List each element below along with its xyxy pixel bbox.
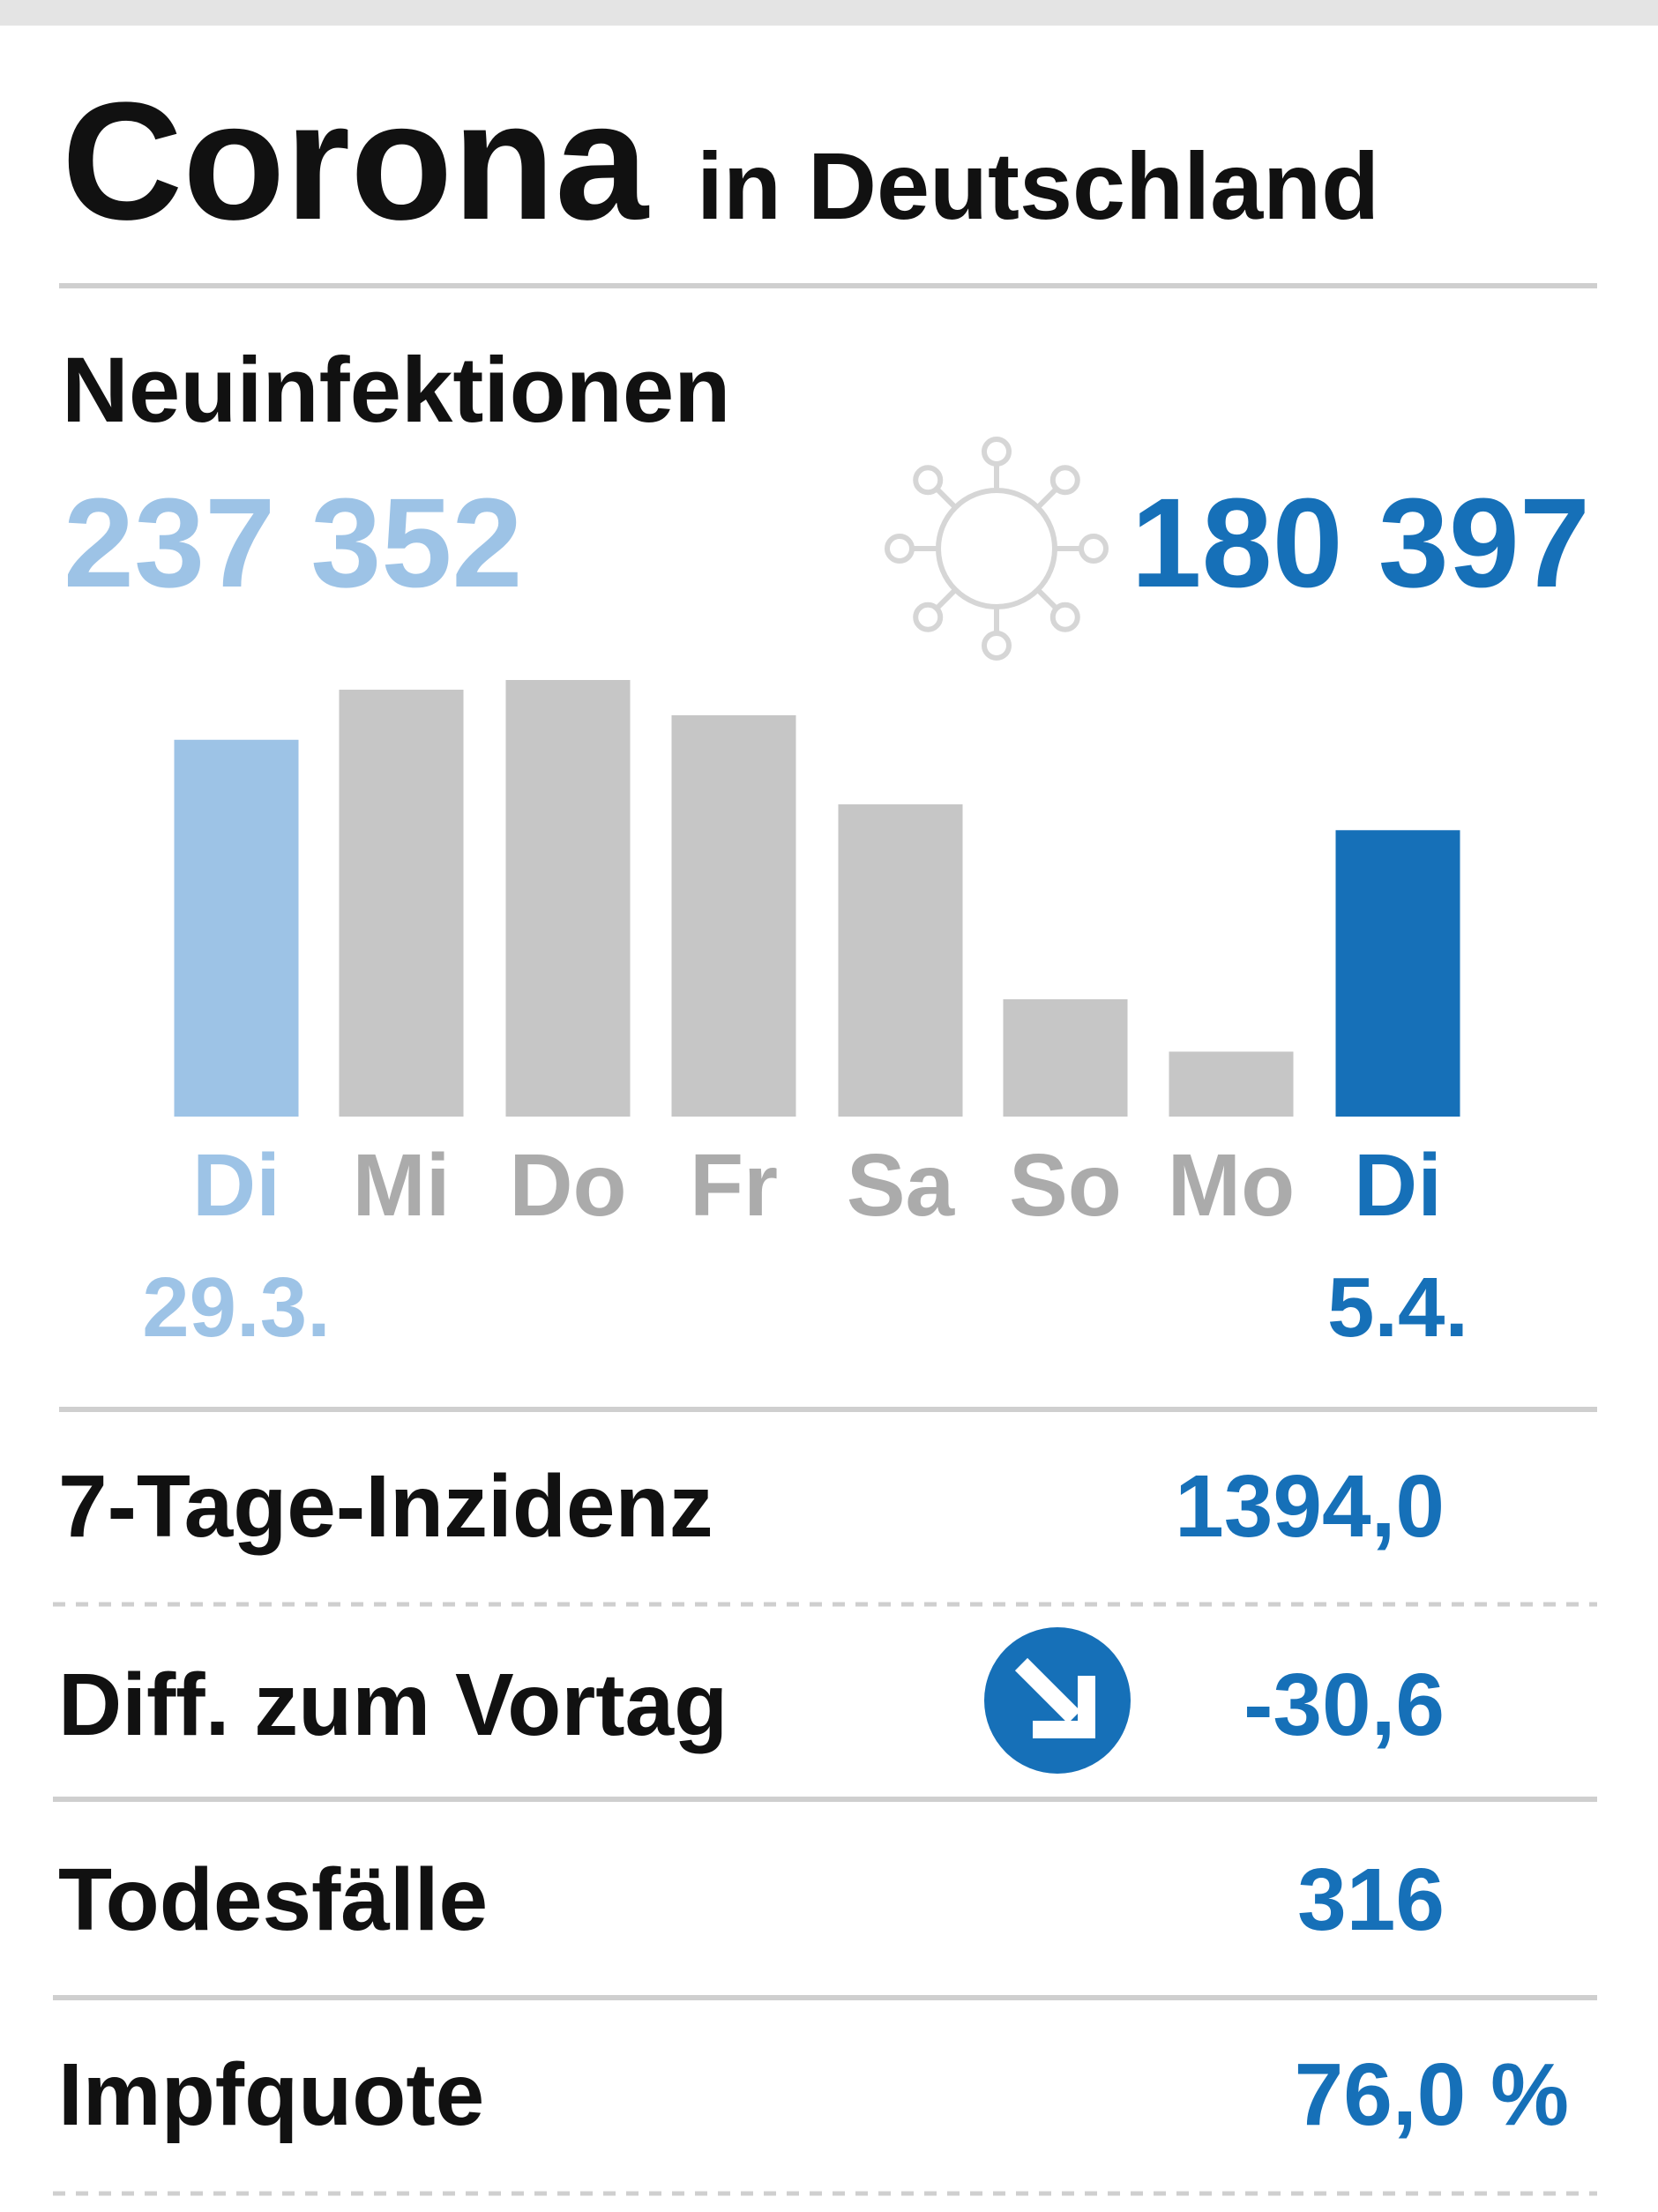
value-label: 180 397	[1131, 472, 1590, 614]
x-tick-label: Di	[1354, 1136, 1442, 1235]
x-tick-label: So	[1009, 1136, 1122, 1235]
spike-tip	[1049, 465, 1080, 496]
bar	[505, 680, 631, 1117]
stat-value: -30,6	[1244, 1655, 1445, 1754]
date-label: 29.3.	[142, 1260, 331, 1355]
spike	[1035, 587, 1059, 611]
bar	[174, 739, 299, 1117]
spike-tip	[913, 602, 944, 632]
chart-title: Neuinfektionen	[62, 339, 730, 442]
bar	[339, 689, 464, 1117]
value-label: 237 352	[63, 472, 523, 614]
stat-label: 7-Tage-Inzidenz	[58, 1457, 713, 1556]
x-tick-label: Sa	[847, 1136, 956, 1235]
x-tick-label: Mo	[1168, 1136, 1295, 1235]
spike-tip	[1049, 602, 1080, 632]
bar	[1169, 1051, 1294, 1117]
stat-label: Impfquote	[58, 2045, 484, 2144]
stat-value: 1394,0	[1175, 1457, 1445, 1556]
spike-tip	[885, 534, 915, 564]
stat-label: Diff. zum Vortag	[58, 1655, 728, 1754]
title: Corona	[62, 68, 649, 255]
x-tick-label: Di	[192, 1136, 280, 1235]
virus-icon	[885, 437, 1109, 661]
spike-tip	[982, 437, 1012, 467]
spike-tip	[1079, 534, 1109, 564]
spike	[934, 587, 958, 611]
top-bar	[0, 0, 1658, 26]
bar	[1003, 998, 1128, 1117]
spike-tip	[913, 465, 944, 496]
stat-value: 76,0 %	[1295, 2045, 1569, 2144]
stat-label: Todesfälle	[58, 1850, 488, 1949]
stat-value: 316	[1297, 1850, 1445, 1949]
bar	[671, 714, 796, 1117]
spike-tip	[982, 631, 1012, 661]
x-tick-label: Fr	[690, 1136, 778, 1235]
spike	[1035, 486, 1059, 510]
x-tick-label: Mi	[352, 1136, 450, 1235]
subtitle: in Deutschland	[697, 132, 1379, 239]
trend-icon	[984, 1627, 1131, 1774]
date-label: 5.4.	[1327, 1260, 1468, 1355]
bar	[1335, 830, 1460, 1117]
bar	[838, 803, 963, 1117]
x-tick-label: Do	[509, 1136, 626, 1235]
spike	[934, 486, 958, 510]
